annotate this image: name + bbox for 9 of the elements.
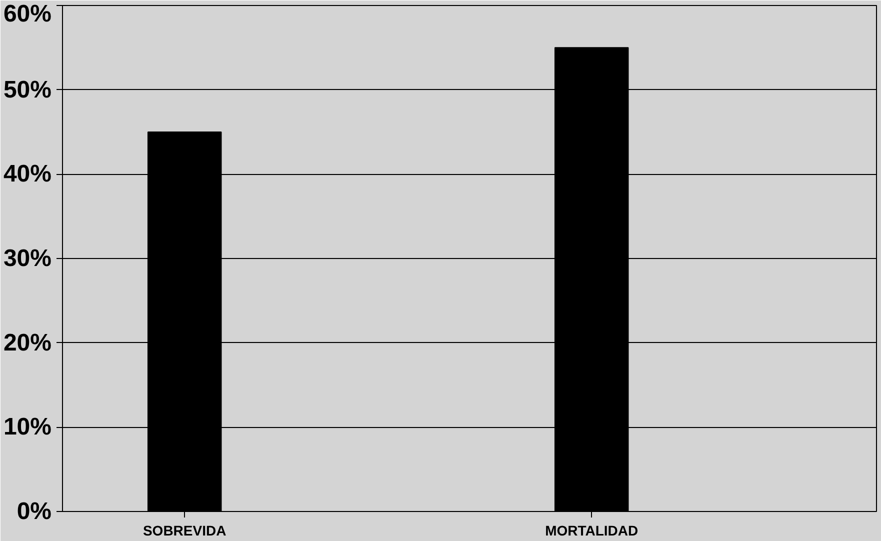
y-tick-label: 20% bbox=[3, 329, 52, 356]
y-tick-label: 0% bbox=[16, 498, 52, 525]
x-tick-label: SOBREVIDA bbox=[142, 522, 226, 538]
y-tick-label: 10% bbox=[3, 414, 52, 441]
y-tick-label: 60% bbox=[3, 0, 52, 28]
y-tick-label: 30% bbox=[3, 245, 52, 272]
y-tick-label: 50% bbox=[3, 76, 52, 104]
y-tick-label: 40% bbox=[3, 160, 52, 188]
x-tick-label: MORTALIDAD bbox=[545, 522, 638, 538]
